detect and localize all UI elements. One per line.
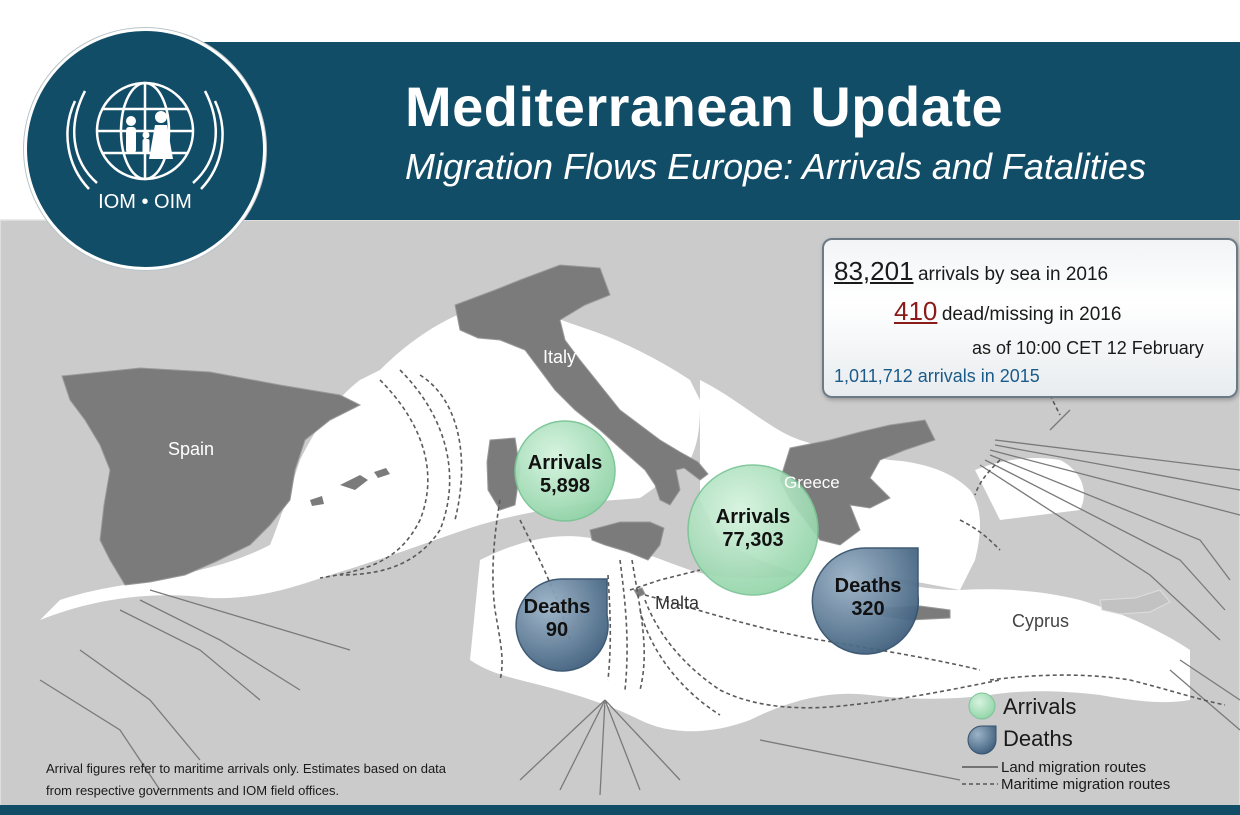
globe-family-icon (66, 81, 224, 190)
footnote-line-2: from respective governments and IOM fiel… (46, 783, 340, 798)
spain-shape (61, 367, 362, 586)
balearic-islands (310, 468, 390, 506)
italy-arrivals-title: Arrivals (527, 452, 603, 474)
dead-missing-line: 410 dead/missing in 2016 (894, 296, 1121, 327)
greece-deaths-title: Deaths (834, 575, 902, 597)
highlighted-countries (61, 264, 951, 621)
as-of-text: as of 10:00 CET 12 February (972, 338, 1204, 358)
label-spain: Spain (168, 439, 215, 459)
deaths-bubble-greece (811, 547, 920, 655)
stats-panel: 83,201 arrivals by sea in 2016 410 dead/… (822, 238, 1238, 398)
sea-arrivals-label: arrivals by sea in 2016 (917, 264, 1109, 285)
italy-arrivals-label: Arrivals 5,898 (515, 452, 615, 498)
footnote: Arrival figures refer to maritime arriva… (46, 758, 566, 802)
legend-land-label: Land migration routes (1001, 759, 1147, 776)
footnote-line-1: Arrival figures refer to maritime arriva… (46, 761, 447, 776)
iom-logo: IOM • OIM (24, 28, 266, 270)
dead-missing-number: 410 (894, 296, 938, 326)
bottom-bar (0, 805, 1240, 815)
legend-arrivals-label: Arrivals (1003, 694, 1077, 719)
sea-arrivals-line: 83,201 arrivals by sea in 2016 (834, 256, 1108, 287)
page-title: Mediterranean Update (405, 75, 1004, 138)
maritime-routes (319, 369, 1226, 716)
label-greece: Greece (784, 473, 840, 492)
italy-arrivals-value: 5,898 (539, 475, 591, 497)
italy-deaths-label: Deaths 90 (512, 596, 602, 642)
label-malta: Malta (655, 593, 700, 613)
deaths-bubble-italy (515, 578, 609, 672)
italy-deaths-value: 90 (545, 619, 569, 641)
arrivals-2015-text: 1,011,712 arrivals in 2015 (834, 366, 1040, 386)
greece-arrivals-title: Arrivals (715, 506, 791, 528)
sea-arrivals-number: 83,201 (834, 256, 914, 286)
legend-deaths-swatch (967, 725, 997, 755)
italy-shape (454, 264, 709, 506)
header-banner (140, 42, 1240, 220)
label-cyprus: Cyprus (1012, 611, 1070, 631)
legend-arrivals-swatch (968, 692, 996, 720)
legend-symbols (962, 692, 998, 785)
arrivals-bubble-italy (514, 420, 616, 522)
greece-deaths-value: 320 (851, 598, 885, 620)
greece-arrivals-label: Arrivals 77,303 (690, 506, 816, 552)
arrivals-bubble-greece (687, 464, 819, 596)
legend-deaths-label: Deaths (1003, 726, 1073, 751)
label-italy: Italy (543, 347, 577, 367)
page-subtitle: Migration Flows Europe: Arrivals and Fat… (405, 146, 1146, 187)
legend-maritime-label: Maritime migration routes (1001, 776, 1171, 793)
land-routes (39, 409, 1240, 796)
sicily-shape (589, 521, 665, 561)
greece-deaths-label: Deaths 320 (816, 575, 920, 621)
greece-arrivals-value: 77,303 (722, 529, 784, 551)
italy-deaths-title: Deaths (523, 596, 591, 618)
dead-missing-label: dead/missing in 2016 (941, 304, 1122, 325)
logo-text: IOM • OIM (98, 191, 192, 213)
cyprus-shape (1099, 589, 1171, 615)
sardinia-shape (486, 437, 521, 511)
